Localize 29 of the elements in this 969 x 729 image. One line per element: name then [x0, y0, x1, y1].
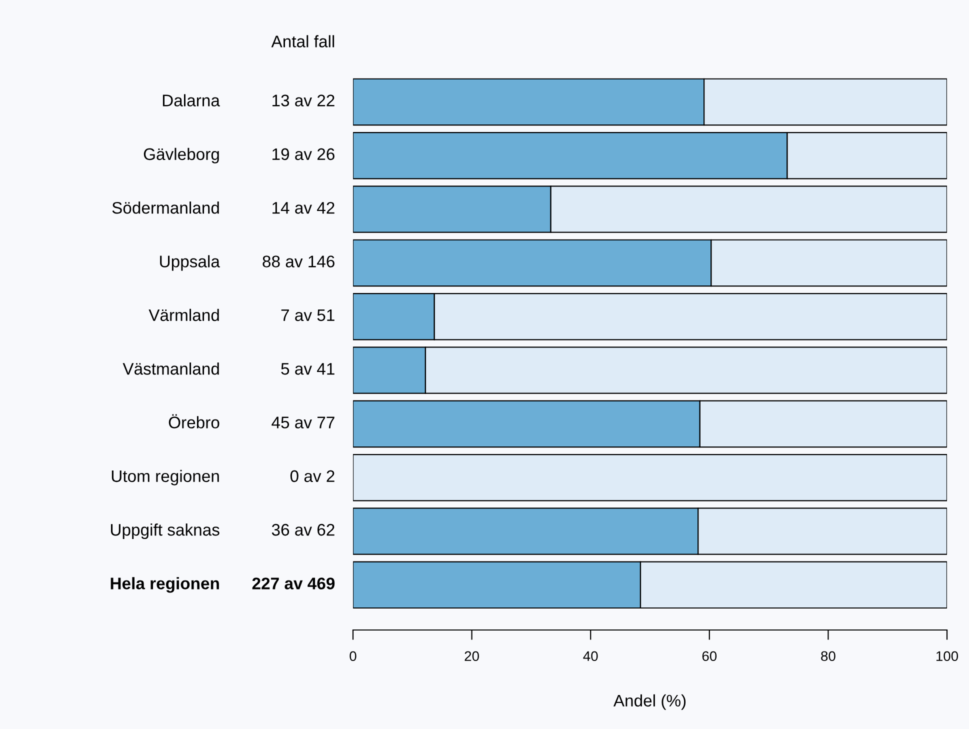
- y-tick-label: Uppgift saknas: [110, 523, 220, 540]
- y-tick-label: Örebro: [168, 414, 220, 428]
- text: 5 av 41: [281, 363, 334, 375]
- text: 45 av 77: [272, 416, 334, 428]
- text: 36 av 62: [272, 524, 334, 536]
- x-tick-label: 60: [702, 651, 717, 662]
- x-axis-title: Andel (%): [613, 694, 686, 710]
- y-tick-label: Dalarna: [162, 94, 220, 106]
- x-tick-label: 40: [583, 651, 598, 662]
- y-tick-label: Värmland: [148, 308, 219, 322]
- text: 19 av 26: [272, 148, 334, 160]
- y-tick-label: Gävleborg: [144, 148, 219, 164]
- x-tick-label: 80: [821, 651, 836, 662]
- x-tick-label: 20: [464, 651, 479, 662]
- text: 0 av 2: [290, 470, 334, 482]
- x-tick-label: 100: [936, 651, 958, 662]
- text: 14 av 42: [272, 202, 334, 214]
- text: Antal fall: [271, 35, 334, 48]
- text: 227 av 469: [252, 578, 335, 590]
- y-tick-label: Utom regionen: [112, 470, 219, 486]
- y-tick-label: Västmanland: [122, 362, 219, 375]
- y-tick-label: Hela regionen: [110, 577, 219, 593]
- x-tick-label: 0: [350, 651, 356, 662]
- text: 7 av 51: [281, 309, 334, 322]
- y-tick-label: Uppsala: [160, 255, 220, 271]
- text: 13 av 22: [272, 94, 334, 106]
- y-tick-label: Södermanland: [112, 202, 219, 214]
- text: 88 av 146: [262, 256, 334, 268]
- bar: [353, 454, 947, 502]
